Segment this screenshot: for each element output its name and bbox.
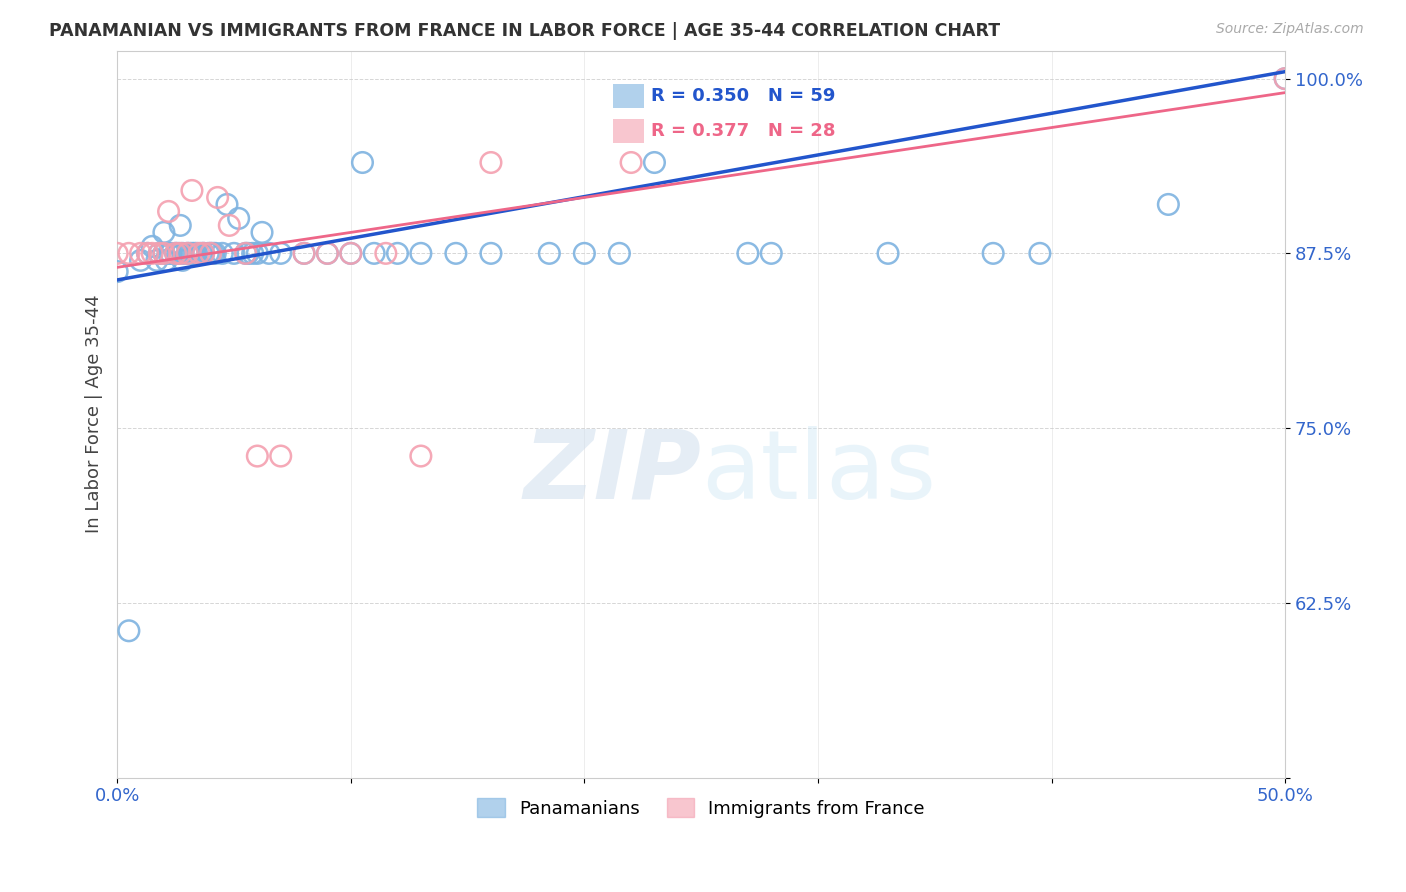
Point (187, 246, 209, 260)
Point (141, 246, 163, 260)
Text: Source: ZipAtlas.com: Source: ZipAtlas.com (1216, 22, 1364, 37)
Text: ZIP: ZIP (523, 425, 702, 519)
Point (105, 264, 128, 278)
Point (444, 246, 467, 260)
Point (235, 246, 257, 260)
Point (118, 246, 141, 260)
Point (374, 246, 396, 260)
Point (242, 246, 264, 260)
Point (292, 246, 315, 260)
Point (207, 190, 229, 204)
Point (236, 246, 259, 260)
Point (620, 155, 643, 169)
Point (250, 226, 273, 240)
Point (316, 246, 339, 260)
Point (179, 246, 201, 260)
Point (183, 246, 205, 260)
Point (157, 246, 180, 260)
Point (211, 246, 233, 260)
Point (155, 253, 177, 268)
Point (737, 246, 759, 260)
Point (479, 155, 502, 169)
Point (181, 246, 204, 260)
Point (292, 246, 315, 260)
Point (363, 246, 385, 260)
Point (169, 246, 191, 260)
Point (235, 246, 257, 260)
Point (257, 246, 280, 260)
Point (167, 246, 190, 260)
Point (186, 246, 208, 260)
Point (129, 253, 152, 268)
Point (1157, 197, 1180, 211)
Point (146, 253, 169, 268)
Point (157, 204, 180, 219)
Point (409, 246, 432, 260)
Point (643, 155, 665, 169)
Point (141, 239, 163, 253)
Point (176, 246, 198, 260)
Point (316, 246, 339, 260)
Y-axis label: In Labor Force | Age 35-44: In Labor Force | Age 35-44 (86, 295, 103, 533)
Point (172, 246, 194, 260)
Point (160, 246, 183, 260)
Point (200, 246, 222, 260)
Point (153, 246, 176, 260)
Point (270, 246, 292, 260)
Point (609, 246, 631, 260)
Point (172, 253, 194, 268)
Point (181, 184, 204, 198)
Point (148, 246, 170, 260)
Point (165, 246, 187, 260)
Point (387, 246, 409, 260)
Text: PANAMANIAN VS IMMIGRANTS FROM FRANCE IN LABOR FORCE | AGE 35-44 CORRELATION CHAR: PANAMANIAN VS IMMIGRANTS FROM FRANCE IN … (49, 22, 1000, 40)
Point (200, 246, 222, 260)
Point (153, 226, 176, 240)
Point (176, 246, 198, 260)
Point (222, 246, 245, 260)
Point (153, 246, 176, 260)
Point (215, 197, 238, 211)
Point (165, 246, 187, 260)
Point (409, 449, 432, 463)
Point (538, 246, 561, 260)
Point (270, 449, 292, 463)
Point (136, 246, 159, 260)
Point (981, 246, 1004, 260)
Point (761, 246, 783, 260)
Point (246, 246, 269, 260)
Point (201, 246, 224, 260)
Point (352, 155, 374, 169)
Point (574, 246, 596, 260)
Point (1029, 246, 1052, 260)
Point (193, 246, 215, 260)
Point (197, 246, 219, 260)
Point (105, 246, 128, 260)
Point (118, 624, 141, 638)
Point (1274, 71, 1296, 86)
Point (204, 246, 226, 260)
Point (129, 246, 152, 260)
Point (218, 219, 240, 233)
Point (169, 219, 191, 233)
Point (339, 246, 361, 260)
Point (246, 449, 269, 463)
Point (193, 246, 215, 260)
Text: atlas: atlas (702, 425, 936, 519)
Point (136, 246, 159, 260)
Point (148, 246, 170, 260)
Point (877, 246, 900, 260)
Legend: Panamanians, Immigrants from France: Panamanians, Immigrants from France (468, 789, 934, 827)
Point (479, 246, 502, 260)
Point (190, 246, 212, 260)
Point (1274, 71, 1296, 86)
Point (228, 211, 250, 226)
Point (339, 246, 361, 260)
